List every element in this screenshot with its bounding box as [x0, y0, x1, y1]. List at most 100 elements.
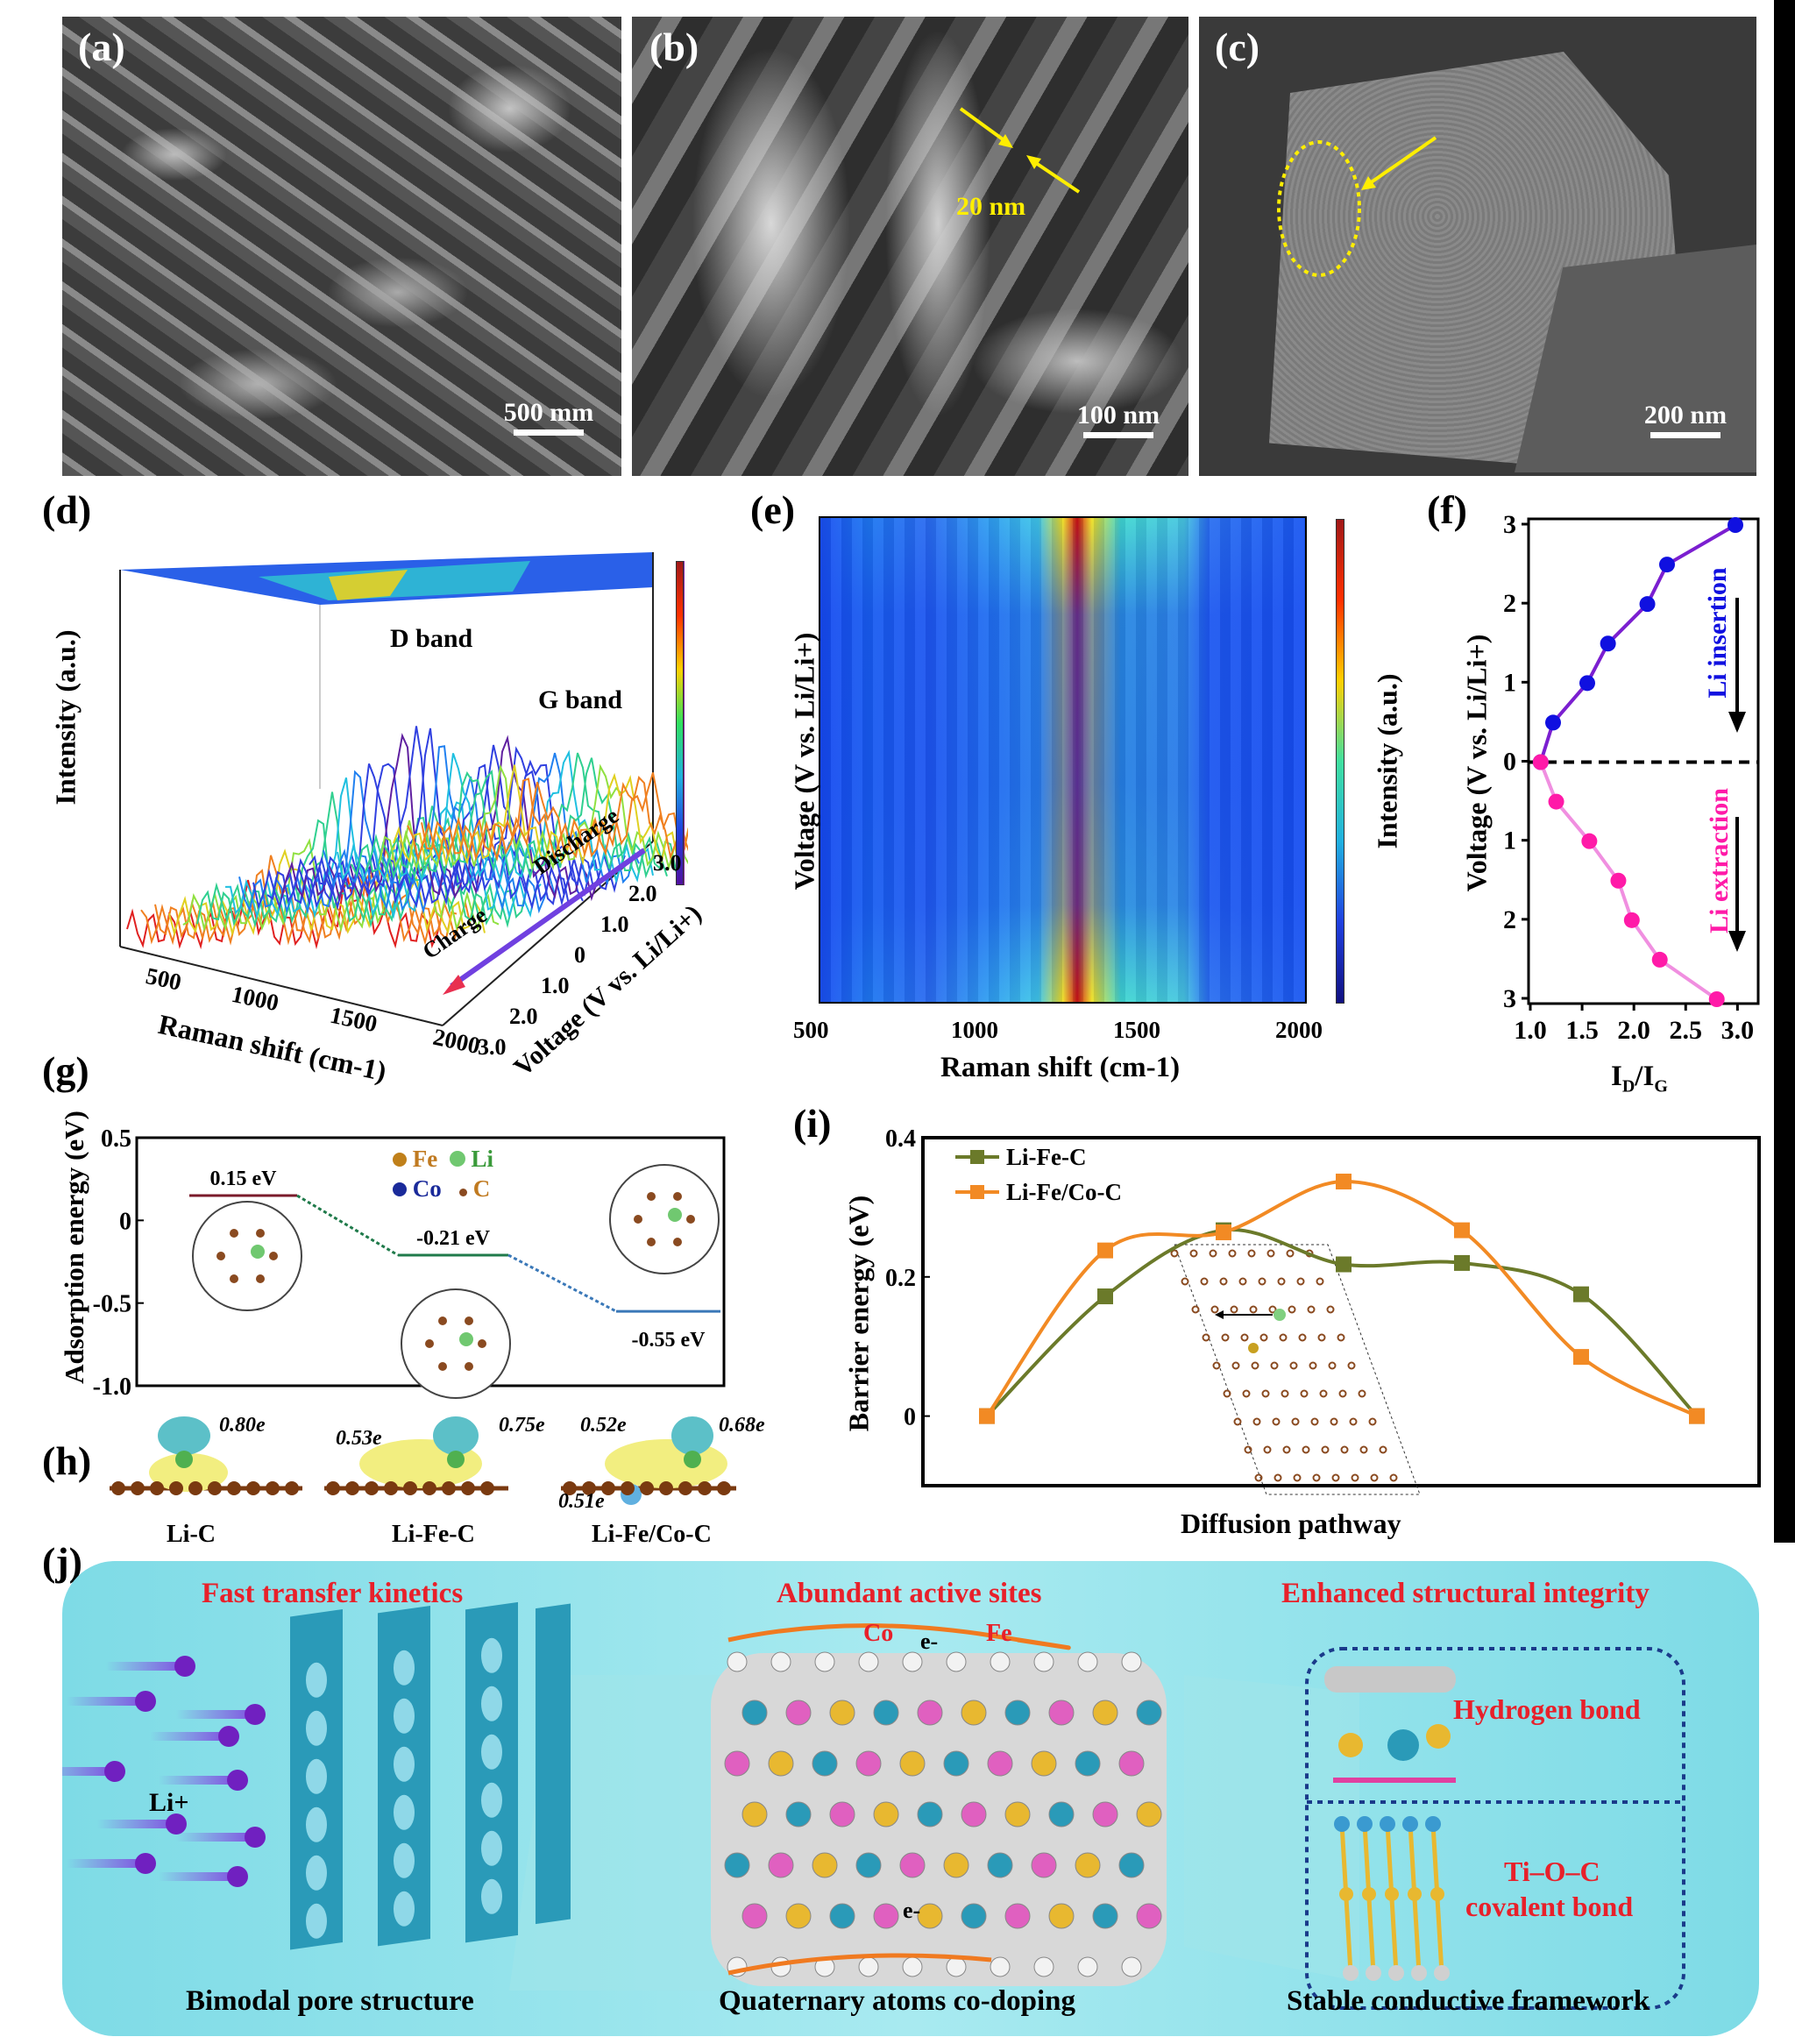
lattice-atom — [829, 1700, 855, 1726]
carbon-atom — [1254, 1473, 1263, 1482]
carbon-atom — [1319, 1389, 1328, 1398]
lattice-atom — [902, 1651, 923, 1672]
carbon-atom — [384, 1481, 398, 1495]
carbon-atom — [169, 1481, 183, 1495]
y-tick-label: 2 — [1503, 905, 1516, 934]
spectrum-line — [224, 777, 542, 919]
o-atom — [1408, 1887, 1422, 1901]
i-xlabel: Diffusion pathway — [1181, 1508, 1401, 1539]
lattice-atom — [961, 1801, 987, 1828]
panel-label-j: (j) — [42, 1539, 82, 1584]
pore — [481, 1878, 502, 1914]
panel-label-g: (g) — [42, 1048, 89, 1093]
lattice-atom — [961, 1700, 987, 1726]
carbon-atom — [640, 1481, 654, 1495]
carbon-atom — [1298, 1333, 1307, 1342]
data-point — [1532, 754, 1549, 770]
lattice-atom — [770, 1651, 791, 1672]
spectrum-line — [266, 744, 584, 906]
pore — [481, 1830, 502, 1866]
c-atom — [1411, 1965, 1427, 1981]
carbon-atom — [1293, 1473, 1302, 1482]
y-tick-label: 3 — [1503, 510, 1516, 539]
data-point — [1651, 951, 1668, 968]
y-tick-label: 0.2 — [885, 1265, 916, 1292]
data-point — [1573, 1286, 1589, 1302]
panel-label-b: (b) — [649, 25, 699, 69]
lattice-atom — [1092, 1801, 1118, 1828]
carbon-atom — [188, 1481, 202, 1495]
d-zlabel: Intensity (a.u.) — [49, 629, 82, 806]
sem-image-b: (b) 20 nm 100 nm — [632, 17, 1188, 476]
data-point — [1454, 1222, 1470, 1238]
li-ion — [166, 1813, 187, 1835]
lattice-atom — [1121, 1956, 1142, 1977]
y-tick-label: 1 — [1503, 827, 1516, 855]
i-ylabel: Barrier energy (eV) — [842, 1195, 875, 1432]
pore — [306, 1903, 327, 1939]
pore — [306, 1710, 327, 1746]
transition-line — [296, 1194, 399, 1257]
lattice-atom — [1077, 1956, 1098, 1977]
id-ig-plot: 3 2 1 0 1 2 3 1.0 1.5 2.0 2.5 3.0 — [1503, 510, 1760, 1045]
y-tick-label: 2 — [1503, 589, 1516, 618]
carbon-atom — [1252, 1417, 1261, 1426]
lattice-atom — [741, 1801, 768, 1828]
thickness-arrows — [959, 107, 1081, 194]
data-point — [979, 1408, 995, 1424]
pore — [394, 1650, 415, 1686]
carbon-atom — [563, 1481, 577, 1495]
o-atom — [1430, 1887, 1444, 1901]
lattice-atom — [873, 1700, 899, 1726]
scale-bar-c: 200 nm — [1628, 401, 1742, 438]
panel-label-f: (f) — [1427, 487, 1467, 532]
y-tick-label: 0 — [904, 1404, 916, 1431]
lattice-atom — [946, 1956, 967, 1977]
covalent-bond-label-1: Ti–O–C — [1504, 1856, 1600, 1887]
ion-trail — [67, 1859, 145, 1868]
lattice-atom — [741, 1700, 768, 1726]
carbon-atom — [1244, 1445, 1252, 1454]
tem-image-c: (c) 200 nm — [1199, 17, 1756, 476]
carbon-atom — [266, 1481, 280, 1495]
li-ion — [135, 1691, 156, 1712]
ti-atom — [1357, 1816, 1373, 1832]
carbon-atom — [673, 1192, 682, 1202]
carbon-atom — [1338, 1389, 1347, 1398]
li-ion — [245, 1704, 266, 1725]
ion-trail — [159, 1872, 238, 1881]
h-label-li-fe-c: Li-Fe-C — [392, 1521, 475, 1548]
carbon-atom — [1340, 1445, 1349, 1454]
g-band-label: G band — [538, 685, 622, 714]
carbon-atom — [1221, 1333, 1230, 1342]
lattice-atom — [812, 1750, 838, 1777]
carbon-atom — [438, 1317, 447, 1326]
y-tick-label: -1.0 — [93, 1373, 131, 1401]
carbon-atom — [1247, 1249, 1256, 1258]
lattice-atom — [961, 1903, 987, 1929]
lattice-atom — [768, 1852, 794, 1878]
carbon-atom — [1389, 1473, 1398, 1482]
lattice-atom — [858, 1956, 879, 1977]
c-atom — [1388, 1965, 1404, 1981]
carbon-atom — [326, 1481, 340, 1495]
carbon-atom — [1251, 1361, 1259, 1370]
lattice-atom — [1033, 1651, 1054, 1672]
lattice-atom — [873, 1801, 899, 1828]
charge-li-fe-c-2: 0.75e — [499, 1414, 545, 1437]
carbon-atom — [465, 1317, 473, 1326]
carbon-atom — [1231, 1361, 1240, 1370]
lattice-atom — [946, 1651, 967, 1672]
data-point — [1336, 1256, 1352, 1273]
legend-label: Li-Fe/Co-C — [1006, 1179, 1122, 1205]
o-atom — [1339, 1887, 1353, 1901]
legend-marker — [970, 1150, 984, 1164]
data-point — [1623, 912, 1640, 928]
carbon-atom — [425, 1339, 434, 1348]
h-label-li-c: Li-C — [167, 1521, 216, 1548]
spectrum-line — [294, 726, 612, 898]
carbon-atom — [422, 1481, 436, 1495]
lattice-atom — [943, 1852, 969, 1878]
charge-li-fe-c-1: 0.53e — [336, 1427, 382, 1450]
carbon-atom — [1189, 1249, 1198, 1258]
